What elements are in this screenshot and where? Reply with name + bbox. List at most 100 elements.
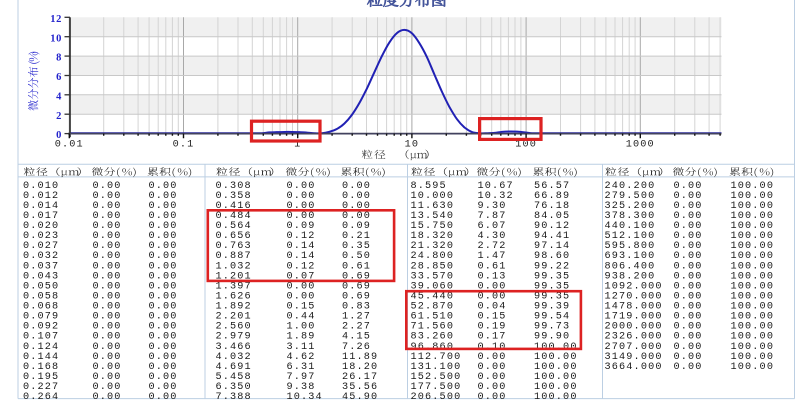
- svg-text:0.887: 0.887: [216, 251, 252, 262]
- svg-text:100.00: 100.00: [731, 302, 775, 313]
- svg-text:0.00: 0.00: [149, 271, 178, 282]
- svg-text:6: 6: [56, 72, 62, 83]
- svg-text:84.05: 84.05: [534, 211, 570, 222]
- svg-text:0.12: 0.12: [287, 261, 316, 272]
- svg-text:4: 4: [56, 91, 62, 102]
- svg-text:100.00: 100.00: [731, 362, 775, 373]
- svg-text:0.195: 0.195: [23, 372, 59, 383]
- svg-text:0.50: 0.50: [342, 251, 371, 262]
- svg-text:0.00: 0.00: [674, 241, 703, 252]
- svg-text:0.21: 0.21: [342, 231, 371, 242]
- svg-text:0.264: 0.264: [23, 392, 59, 403]
- svg-text:0.227: 0.227: [23, 382, 59, 393]
- svg-text:325.200: 325.200: [605, 201, 656, 212]
- svg-text:3149.000: 3149.000: [605, 352, 663, 363]
- svg-text:1.47: 1.47: [478, 251, 507, 262]
- svg-text:21.320: 21.320: [411, 241, 455, 252]
- svg-text:1270.000: 1270.000: [605, 292, 663, 303]
- svg-text:0.00: 0.00: [93, 352, 122, 363]
- svg-text:0.092: 0.092: [23, 322, 59, 333]
- svg-text:0.61: 0.61: [342, 261, 371, 272]
- svg-text:99.54: 99.54: [534, 312, 570, 323]
- svg-text:806.400: 806.400: [605, 261, 656, 272]
- svg-text:24.800: 24.800: [411, 251, 455, 262]
- svg-text:4.691: 4.691: [216, 362, 252, 373]
- svg-text:0.00: 0.00: [149, 261, 178, 272]
- svg-text:100.00: 100.00: [731, 261, 775, 272]
- svg-text:0.00: 0.00: [149, 382, 178, 393]
- svg-text:10.32: 10.32: [478, 191, 514, 202]
- svg-text:0.00: 0.00: [674, 271, 703, 282]
- svg-text:4.30: 4.30: [478, 231, 507, 242]
- svg-text:0.44: 0.44: [287, 312, 316, 323]
- svg-text:0.00: 0.00: [93, 191, 122, 202]
- svg-text:0.144: 0.144: [23, 352, 59, 363]
- svg-text:0.00: 0.00: [93, 241, 122, 252]
- svg-text:1.032: 1.032: [216, 261, 252, 272]
- svg-text:100.00: 100.00: [731, 281, 775, 292]
- svg-text:6.07: 6.07: [478, 221, 507, 232]
- svg-text:1000: 1000: [626, 140, 655, 151]
- svg-text:99.39: 99.39: [534, 302, 570, 313]
- svg-text:100.00: 100.00: [731, 221, 775, 232]
- svg-text:0.00: 0.00: [478, 281, 507, 292]
- svg-text:0.69: 0.69: [342, 281, 371, 292]
- svg-text:0.00: 0.00: [478, 352, 507, 363]
- svg-text:0.00: 0.00: [149, 201, 178, 212]
- svg-text:938.200: 938.200: [605, 271, 656, 282]
- svg-text:0.358: 0.358: [216, 191, 252, 202]
- svg-text:9.38: 9.38: [287, 382, 316, 393]
- svg-text:100.00: 100.00: [731, 352, 775, 363]
- svg-text:33.570: 33.570: [411, 271, 455, 282]
- svg-text:0.00: 0.00: [93, 312, 122, 323]
- svg-text:0.00: 0.00: [149, 352, 178, 363]
- svg-text:1: 1: [294, 140, 301, 151]
- svg-text:0.079: 0.079: [23, 312, 59, 323]
- svg-text:0.00: 0.00: [149, 221, 178, 232]
- svg-text:99.35: 99.35: [534, 281, 570, 292]
- svg-text:100.00: 100.00: [731, 332, 775, 343]
- svg-text:1478.000: 1478.000: [605, 302, 663, 313]
- svg-text:2326.000: 2326.000: [605, 332, 663, 343]
- svg-text:52.870: 52.870: [411, 302, 455, 313]
- svg-text:10.34: 10.34: [287, 392, 323, 403]
- svg-text:0.00: 0.00: [674, 251, 703, 262]
- svg-text:0.83: 0.83: [342, 302, 371, 313]
- svg-text:1092.000: 1092.000: [605, 281, 663, 292]
- svg-text:100.00: 100.00: [534, 382, 578, 393]
- svg-text:0.00: 0.00: [93, 302, 122, 313]
- svg-text:6.350: 6.350: [216, 382, 252, 393]
- svg-text:7.97: 7.97: [287, 372, 316, 383]
- svg-text:0.00: 0.00: [93, 181, 122, 192]
- svg-text:7.26: 7.26: [342, 342, 371, 353]
- svg-text:0.00: 0.00: [93, 211, 122, 222]
- svg-text:0.00: 0.00: [93, 392, 122, 403]
- svg-text:0.00: 0.00: [674, 261, 703, 272]
- svg-text:100.00: 100.00: [731, 201, 775, 212]
- svg-text:10: 10: [50, 33, 62, 44]
- svg-text:61.510: 61.510: [411, 312, 455, 323]
- svg-text:2.201: 2.201: [216, 312, 252, 323]
- svg-text:18.320: 18.320: [411, 231, 455, 242]
- svg-text:0.656: 0.656: [216, 231, 252, 242]
- svg-text:0.037: 0.037: [23, 261, 59, 272]
- svg-text:1719.000: 1719.000: [605, 312, 663, 323]
- svg-text:100.00: 100.00: [731, 292, 775, 303]
- svg-text:45.440: 45.440: [411, 292, 455, 303]
- svg-text:440.100: 440.100: [605, 221, 656, 232]
- svg-text:0.09: 0.09: [287, 221, 316, 232]
- svg-text:35.56: 35.56: [342, 382, 378, 393]
- svg-text:0.00: 0.00: [149, 251, 178, 262]
- svg-text:0.00: 0.00: [674, 332, 703, 343]
- svg-text:512.100: 512.100: [605, 231, 656, 242]
- svg-text:0.00: 0.00: [287, 181, 316, 192]
- svg-text:0.00: 0.00: [149, 312, 178, 323]
- svg-text:595.800: 595.800: [605, 241, 656, 252]
- svg-text:13.540: 13.540: [411, 211, 455, 222]
- svg-text:0.00: 0.00: [149, 332, 178, 343]
- svg-text:100.00: 100.00: [534, 362, 578, 373]
- svg-text:4.62: 4.62: [287, 352, 316, 363]
- svg-text:0.00: 0.00: [674, 322, 703, 333]
- svg-text:0.17: 0.17: [478, 332, 507, 343]
- svg-text:100.00: 100.00: [534, 342, 578, 353]
